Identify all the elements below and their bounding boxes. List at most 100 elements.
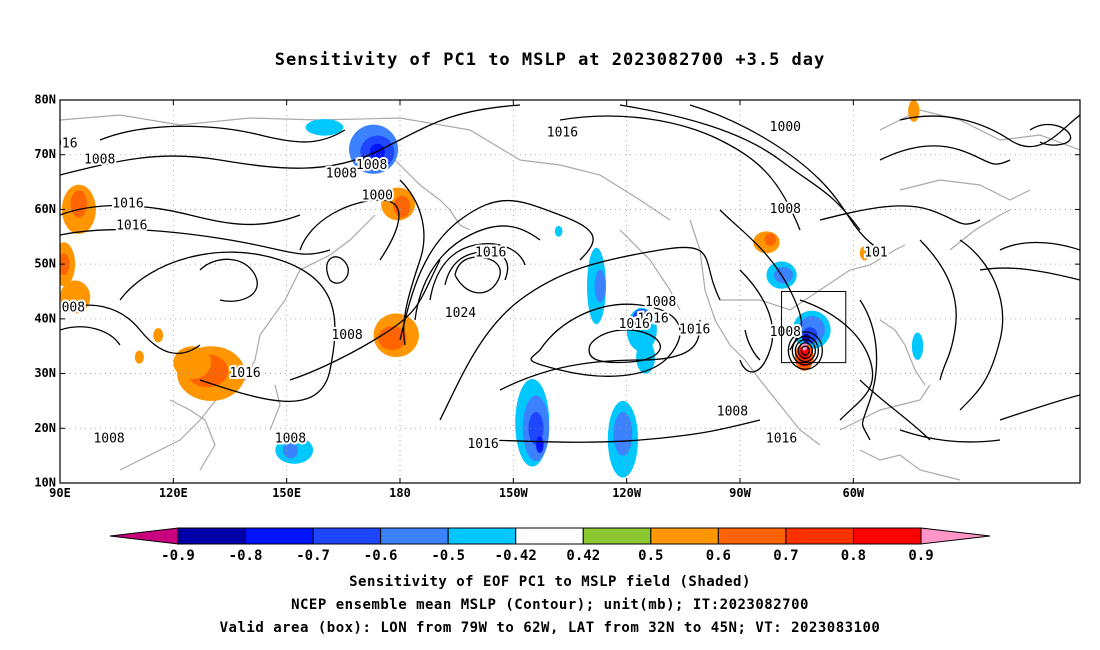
mslp-contour xyxy=(899,429,1001,443)
mslp-contour xyxy=(60,304,201,354)
colorbar-box xyxy=(785,527,854,545)
contour-label: 1016 xyxy=(679,322,710,337)
contour-label: 1008 xyxy=(717,404,748,419)
sensitivity-patch xyxy=(613,411,633,456)
mslp-contour xyxy=(299,199,400,261)
mslp-contour-closed xyxy=(787,331,824,370)
mslp-contour xyxy=(899,114,1080,148)
mslp-contour xyxy=(469,419,761,443)
contour-label: 1008 xyxy=(54,300,85,315)
coastline-segment xyxy=(899,179,1031,201)
contour-label: 1016 xyxy=(475,246,506,261)
mslp-contour xyxy=(999,394,1080,421)
coastline-segment xyxy=(394,159,471,231)
coastline-segment xyxy=(619,229,681,311)
sensitivity-patch xyxy=(859,246,870,261)
graticule xyxy=(60,100,1080,483)
mslp-contour xyxy=(1029,123,1072,146)
contour-label: 1016 xyxy=(467,437,498,452)
contour-label: 1016 xyxy=(619,317,650,332)
mslp-contour xyxy=(499,319,701,391)
mslp-contour xyxy=(744,329,761,361)
mslp-contour xyxy=(799,299,874,421)
colorbar-label: -0.8 xyxy=(229,548,263,564)
coastline-segment xyxy=(720,244,906,311)
mslp-contour-closed xyxy=(794,338,817,363)
caption-valid-area: Valid area (box): LON from 79W to 62W, L… xyxy=(219,620,881,636)
contour-label: 1016 xyxy=(637,311,668,326)
mslp-contour xyxy=(588,329,662,364)
contour-label: 1008 xyxy=(275,432,306,447)
colorbar-label: 0.8 xyxy=(841,548,866,564)
colorbar-label: 0.6 xyxy=(706,548,731,564)
mslp-contour xyxy=(399,199,594,341)
mslp-contour xyxy=(879,145,1011,165)
contour-label: 1008 xyxy=(93,432,124,447)
caption-shading: Sensitivity of EOF PC1 to MSLP field (Sh… xyxy=(349,574,751,590)
coastline-segment xyxy=(839,384,931,431)
lat-tick-label: 10N xyxy=(34,476,56,490)
colorbar-label: -0.7 xyxy=(296,548,330,564)
sensitivity-patch xyxy=(554,225,563,237)
mslp-contour xyxy=(559,115,801,231)
mslp-contour xyxy=(439,246,721,421)
mslp-contour xyxy=(619,104,861,231)
lon-tick-label: 180 xyxy=(389,486,411,500)
colorbar-label: 0.9 xyxy=(908,548,933,564)
colorbar-min-arrow xyxy=(109,527,179,545)
sensitivity-patch xyxy=(393,195,411,218)
sensitivity-patch xyxy=(134,350,144,364)
contour-label: 1016 xyxy=(547,125,578,140)
mslp-contour xyxy=(689,104,881,251)
sensitivity-patch xyxy=(153,328,164,343)
contour-label: 1024 xyxy=(445,306,476,321)
sensitivity-patch xyxy=(282,441,299,459)
mslp-contour xyxy=(919,239,957,381)
mslp-contour xyxy=(414,225,541,321)
sensitivity-patch xyxy=(305,119,344,136)
coastline-segment xyxy=(269,384,281,431)
lat-tick-label: 30N xyxy=(34,366,56,380)
colorbar-label: 0.7 xyxy=(773,548,798,564)
mslp-contour xyxy=(119,251,336,402)
mslp-contour xyxy=(999,241,1080,251)
mslp-contour xyxy=(979,267,1080,281)
contour-label: 1016 xyxy=(229,366,260,381)
mslp-contour xyxy=(719,209,803,351)
mslp-contour xyxy=(399,179,425,346)
contour-label: 1008 xyxy=(326,166,357,181)
sensitivity-patch xyxy=(378,325,407,351)
mslp-contour xyxy=(444,251,509,286)
sensitivity-patch xyxy=(764,232,776,247)
lon-tick-label: 150E xyxy=(272,486,301,500)
sensitivity-patch xyxy=(594,269,606,303)
lat-tick-label: 50N xyxy=(34,257,56,271)
lon-tick-label: 120E xyxy=(159,486,188,500)
mslp-contour xyxy=(60,326,121,346)
colorbar-box xyxy=(177,527,247,545)
sensitivity-patch xyxy=(774,266,793,284)
coastline-segment xyxy=(169,399,216,471)
coastlines xyxy=(60,109,1080,481)
colorbar-label: 0.42 xyxy=(566,548,600,564)
sensitivity-patch xyxy=(536,436,544,453)
colorbar-box xyxy=(312,527,382,545)
mslp-contour xyxy=(289,259,441,381)
mslp-contour xyxy=(454,256,501,294)
lat-tick-label: 70N xyxy=(34,147,56,161)
map-frame xyxy=(59,99,1081,484)
colorbar-box xyxy=(582,527,652,545)
lat-tick-label: 60N xyxy=(34,202,56,216)
coastline-segment xyxy=(689,219,821,446)
contour-label: 1016 xyxy=(46,136,77,151)
lat-tick-label: 80N xyxy=(34,93,56,107)
mslp-contour-closed xyxy=(800,345,811,356)
mslp-contour xyxy=(959,239,1004,411)
mslp-contour-closed xyxy=(797,342,814,359)
lon-tick-label: 120W xyxy=(612,486,642,500)
mslp-contour xyxy=(739,269,774,373)
mslp-contour xyxy=(99,125,346,143)
contour-label: 101 xyxy=(864,246,887,261)
